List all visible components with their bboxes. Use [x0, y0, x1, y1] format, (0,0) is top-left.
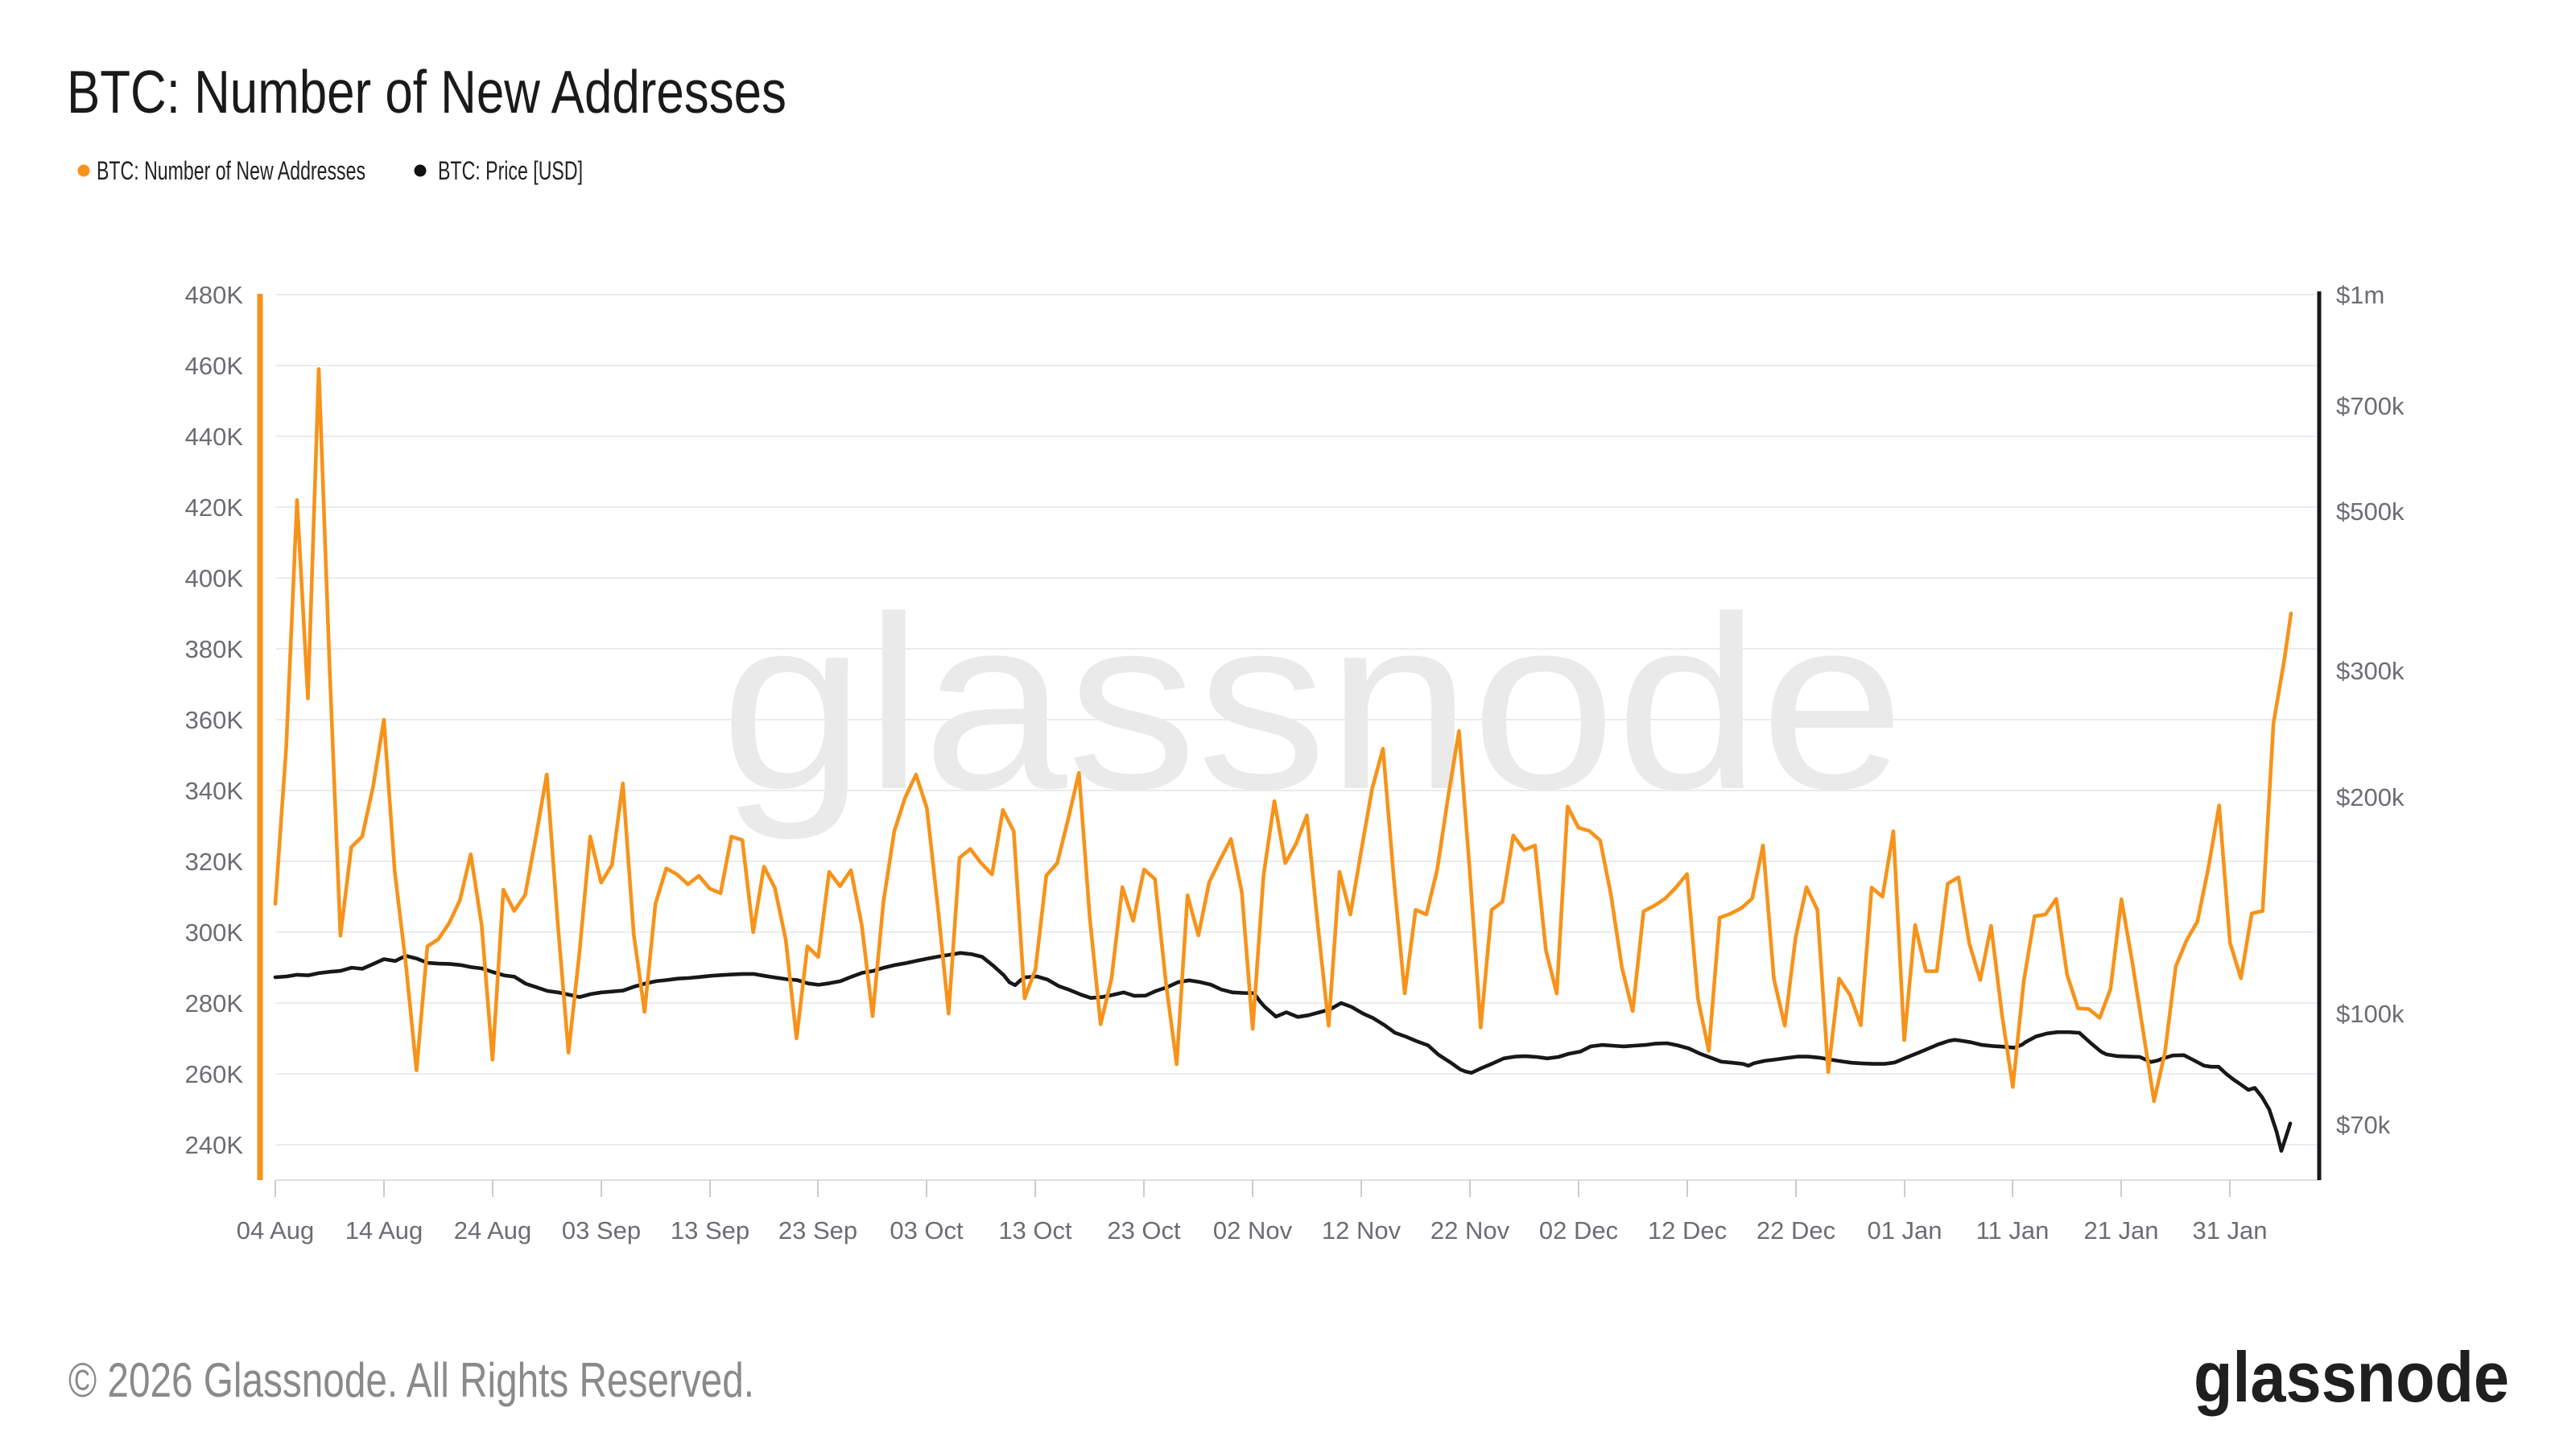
- svg-text:13 Sep: 13 Sep: [671, 1216, 749, 1245]
- svg-text:21 Jan: 21 Jan: [2083, 1216, 2158, 1245]
- svg-text:$700k: $700k: [2336, 392, 2405, 420]
- svg-text:420K: 420K: [185, 493, 244, 522]
- svg-text:02 Nov: 02 Nov: [1213, 1216, 1293, 1245]
- svg-text:23 Oct: 23 Oct: [1107, 1216, 1181, 1245]
- svg-text:260K: 260K: [185, 1060, 244, 1088]
- svg-text:03 Oct: 03 Oct: [890, 1216, 964, 1245]
- svg-text:22 Nov: 22 Nov: [1430, 1216, 1510, 1245]
- svg-text:380K: 380K: [185, 635, 244, 663]
- svg-text:BTC: Number of New Addresses: BTC: Number of New Addresses: [97, 156, 365, 185]
- svg-text:$100k: $100k: [2336, 1000, 2405, 1028]
- svg-text:$500k: $500k: [2336, 497, 2405, 526]
- svg-text:12 Nov: 12 Nov: [1322, 1216, 1402, 1245]
- svg-text:400K: 400K: [185, 564, 244, 592]
- svg-text:240K: 240K: [185, 1131, 244, 1159]
- svg-text:440K: 440K: [185, 423, 244, 451]
- svg-text:31 Jan: 31 Jan: [2192, 1216, 2267, 1245]
- svg-text:© 2026 Glassnode. All Rights R: © 2026 Glassnode. All Rights Reserved.: [68, 1353, 754, 1407]
- svg-text:22 Dec: 22 Dec: [1757, 1216, 1835, 1245]
- svg-text:$300k: $300k: [2336, 657, 2405, 685]
- svg-text:$200k: $200k: [2336, 783, 2405, 811]
- svg-text:03 Sep: 03 Sep: [562, 1216, 641, 1245]
- svg-text:300K: 300K: [185, 918, 244, 947]
- svg-text:480K: 480K: [185, 281, 244, 309]
- svg-text:11 Jan: 11 Jan: [1976, 1216, 2050, 1245]
- svg-text:BTC: Price [USD]: BTC: Price [USD]: [438, 156, 583, 185]
- svg-text:$1m: $1m: [2336, 281, 2384, 309]
- svg-text:340K: 340K: [185, 777, 244, 805]
- svg-text:460K: 460K: [185, 352, 244, 380]
- svg-text:12 Dec: 12 Dec: [1648, 1216, 1727, 1245]
- svg-text:01 Jan: 01 Jan: [1867, 1216, 1942, 1245]
- svg-text:glassnode: glassnode: [2194, 1337, 2509, 1417]
- svg-text:23 Sep: 23 Sep: [778, 1216, 857, 1245]
- svg-text:13 Oct: 13 Oct: [998, 1216, 1072, 1245]
- svg-text:280K: 280K: [185, 989, 244, 1018]
- svg-text:04 Aug: 04 Aug: [237, 1216, 315, 1245]
- svg-text:BTC: Number of New Addresses: BTC: Number of New Addresses: [67, 58, 786, 126]
- svg-text:24 Aug: 24 Aug: [454, 1216, 532, 1245]
- svg-text:14 Aug: 14 Aug: [345, 1216, 423, 1245]
- svg-text:360K: 360K: [185, 706, 244, 734]
- svg-text:$70k: $70k: [2336, 1111, 2391, 1139]
- svg-text:320K: 320K: [185, 848, 244, 876]
- svg-text:glassnode: glassnode: [720, 565, 1905, 842]
- svg-text:02 Dec: 02 Dec: [1539, 1216, 1618, 1245]
